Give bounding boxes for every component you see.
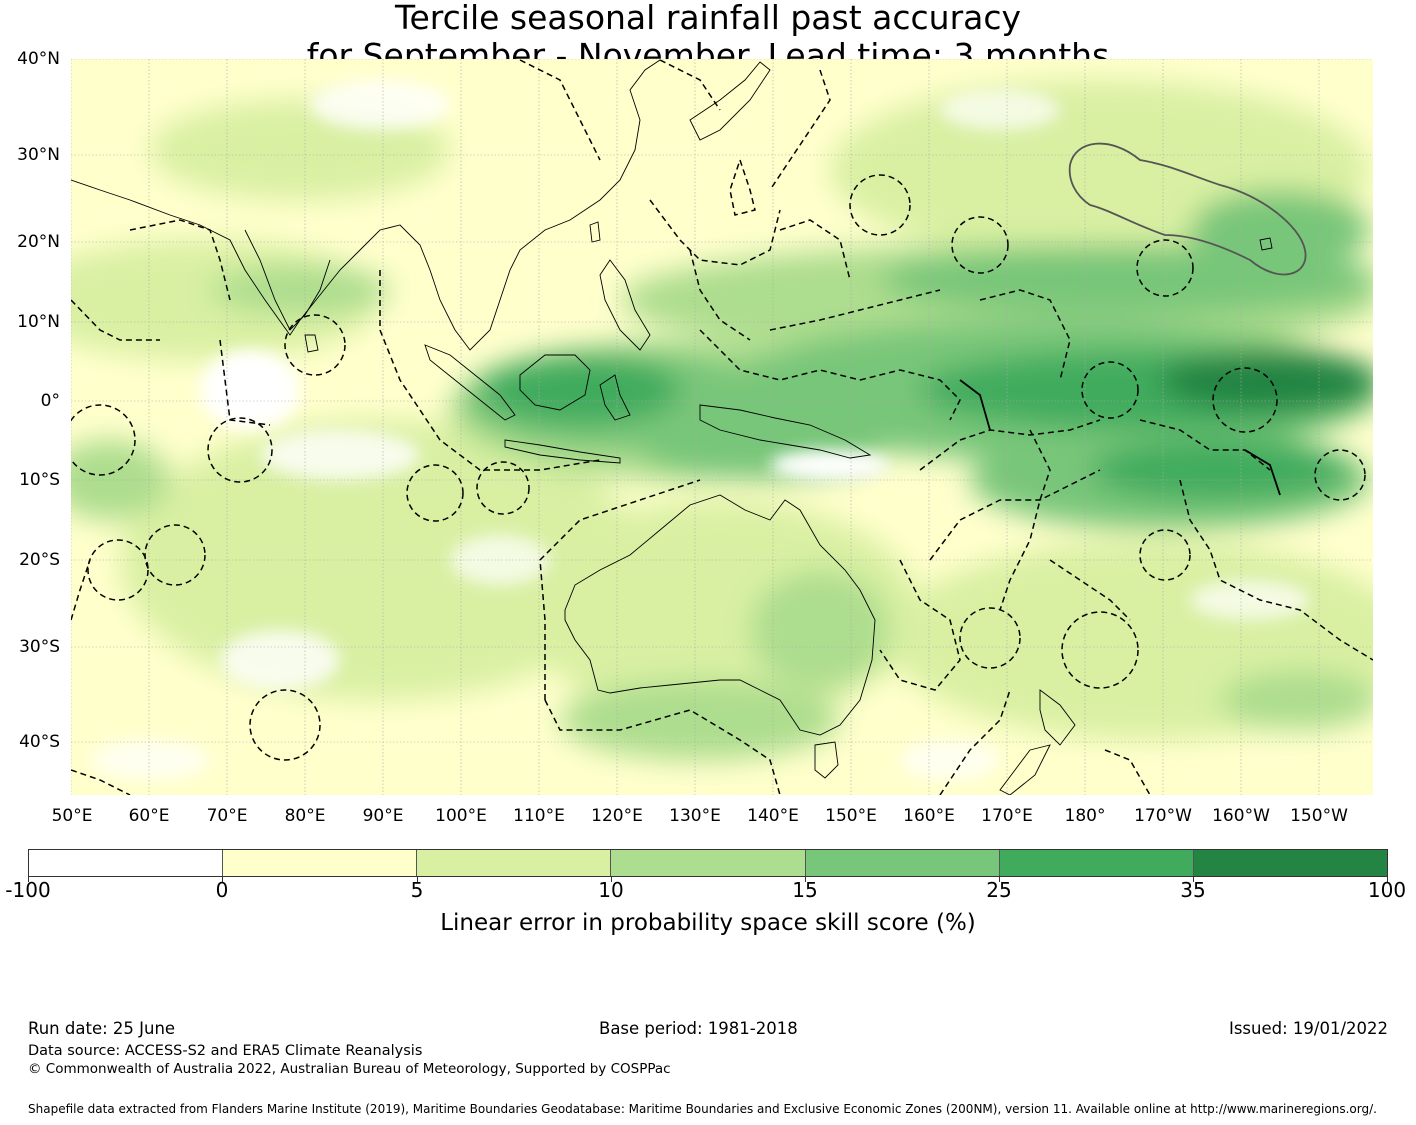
tasmania-coastline [814,741,839,779]
colorbar [28,849,1388,877]
colorbar-tick-label: 0 [215,878,229,902]
lon-label-100e: 100°E [435,806,487,826]
graticule [71,59,1373,795]
copyright-notice: © Commonwealth of Australia 2022, Austra… [28,1061,671,1077]
lat-label-10n: 10°N [17,312,60,332]
hawaii-coastline [1259,237,1273,251]
lon-label-130e: 130°E [669,806,721,826]
colorbar-segment-5 [805,850,1000,876]
lon-label-70e: 70°E [206,806,248,826]
java-coastline [504,439,621,464]
shapefile-credit: Shapefile data extracted from Flanders M… [28,1102,1377,1116]
lat-label-40n: 40°N [17,49,60,69]
lat-label-30s: 30°S [19,637,60,657]
nz-south-coastline [999,744,1051,795]
lon-label-180: 180° [1064,806,1106,826]
lon-label-110e: 110°E [513,806,565,826]
colorbar-tickmark [1387,877,1388,882]
lon-label-160e: 160°E [903,806,955,826]
lon-label-50e: 50°E [51,806,93,826]
colorbar-tickmark [611,877,612,882]
colorbar-tick-label: 25 [986,878,1012,902]
colorbar-tickmark [28,877,29,882]
lon-label-170w: 170°W [1134,806,1192,826]
hawaii-eez-outline [1068,142,1307,276]
sri-lanka-coastline [304,334,319,353]
lon-label-140e: 140°E [747,806,799,826]
lon-label-170e: 170°E [981,806,1033,826]
skill-map [71,59,1373,795]
map-title-line-1: Tercile seasonal rainfall past accuracy [394,0,1022,37]
lon-label-160w: 160°W [1212,806,1270,826]
lat-label-20n: 20°N [17,232,60,252]
lon-label-150e: 150°E [825,806,877,826]
lat-label-10s: 10°S [19,470,60,490]
colorbar-segment-7 [1193,850,1387,876]
colorbar-tick-label: 15 [792,878,818,902]
australia-coastline [564,494,876,736]
sulawesi-coastline [599,374,631,421]
coastlines [71,59,1273,795]
borneo-coastline [519,354,591,411]
colorbar-tick-label: 10 [598,878,624,902]
sumatra-coastline [424,344,516,421]
colorbar-tickmark [222,877,223,882]
no-skill-patches [90,80,1310,780]
india-coastline [244,229,331,331]
colorbar-label: Linear error in probability space skill … [440,910,976,936]
base-period: Base period: 1981-2018 [599,1019,798,1038]
lon-label-90e: 90°E [362,806,404,826]
lat-label-40s: 40°S [19,732,60,752]
eez-boundaries [71,59,1373,795]
colorbar-tickmark [417,877,418,882]
asia-coastline [71,59,661,351]
colorbar-tick-label: -100 [5,878,51,902]
new-guinea-coastline [699,404,872,459]
colorbar-segment-2 [223,850,418,876]
colorbar-segment-3 [417,850,612,876]
colorbar-segment-6 [999,850,1194,876]
lon-label-60e: 60°E [128,806,170,826]
colorbar-tickmark [1193,877,1194,882]
colorbar-tick-label: 5 [410,878,424,902]
run-date: Run date: 25 June [28,1019,176,1038]
colorbar-tickmark [805,877,806,882]
lon-label-150w: 150°W [1290,806,1348,826]
lat-label-30n: 30°N [17,145,60,165]
nz-north-coastline [1039,689,1076,746]
lat-label-equator: 0° [40,391,60,411]
bold-boundaries [959,379,1281,496]
lon-label-80e: 80°E [284,806,326,826]
japan-coastline [689,61,771,141]
issued-date: Issued: 19/01/2022 [1228,1019,1388,1038]
colorbar-segment-1 [29,850,224,876]
philippines-coastline [599,259,651,351]
colorbar-segment-4 [611,850,806,876]
map-plot-area [71,59,1373,795]
lat-label-20s: 20°S [19,550,60,570]
taiwan-coastline [589,221,601,243]
colorbar-tick-label: 35 [1180,878,1206,902]
colorbar-tickmark [999,877,1000,882]
data-source: Data source: ACCESS-S2 and ERA5 Climate … [28,1043,423,1059]
lon-label-120e: 120°E [591,806,643,826]
colorbar-tick-label: 100 [1367,878,1407,902]
